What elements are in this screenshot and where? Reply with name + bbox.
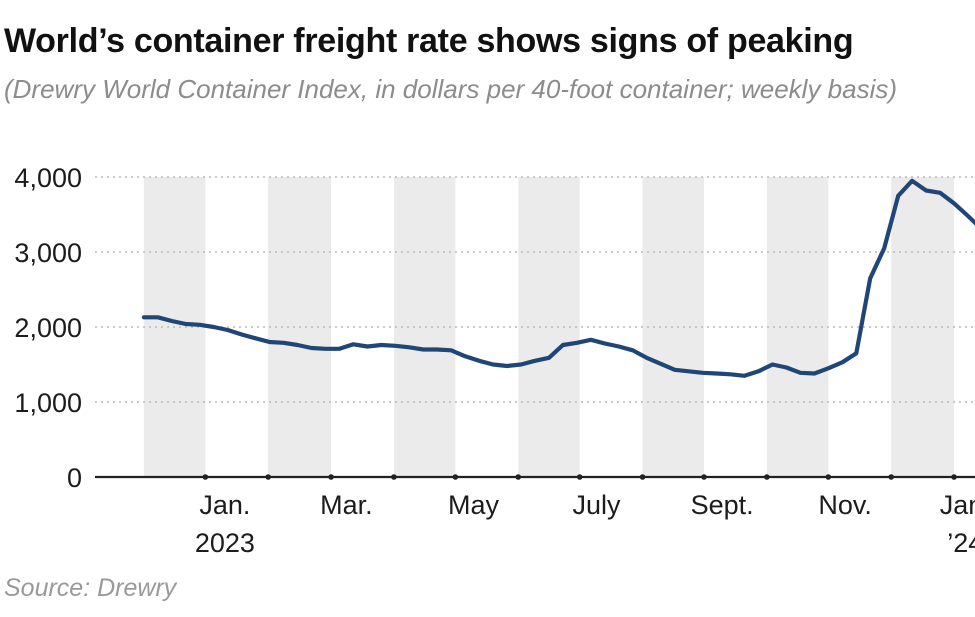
y-tick-label: 0 [67, 463, 82, 493]
series-layer [141, 178, 975, 378]
x-tick-mark [265, 474, 272, 480]
month-bands [143, 177, 955, 477]
x-tick-mark [639, 474, 646, 480]
x-tick-label-year: ’24 [947, 528, 975, 558]
x-tick-mark [888, 474, 894, 480]
x-tick-mark [701, 474, 707, 480]
y-tick-label: 4,000 [14, 163, 82, 193]
x-tick-mark [515, 474, 522, 480]
y-tick-label: 1,000 [14, 388, 82, 418]
source-note: Source: Drewry [4, 574, 177, 602]
y-axis-labels: 0 1,000 2,000 3,000 4,000 [14, 163, 82, 493]
x-tick-mark [328, 474, 334, 480]
chart-subtitle: (Drewry World Container Index, in dollar… [4, 74, 898, 104]
month-band [642, 177, 705, 477]
series-line [141, 178, 975, 378]
month-band [393, 177, 456, 477]
x-tick-label: July [572, 490, 621, 520]
x-tick-label: Jan. [940, 490, 975, 520]
x-tick-mark [951, 474, 957, 480]
x-axis [95, 474, 975, 480]
x-tick-label: Jan. [199, 490, 250, 520]
gridlines [95, 176, 975, 403]
x-tick-label: Sept. [691, 490, 754, 520]
x-tick-mark [452, 474, 459, 480]
y-tick-label: 2,000 [14, 313, 82, 343]
x-tick-mark [391, 474, 397, 480]
x-tick-label-year: 2023 [195, 528, 255, 558]
x-tick-mark [764, 474, 770, 480]
month-band [891, 177, 955, 477]
x-tick-mark [825, 474, 832, 480]
x-tick-label: May [448, 490, 500, 520]
x-tick-mark [202, 474, 209, 480]
chart-title: World’s container freight rate shows sig… [4, 22, 854, 60]
x-tick-label: Mar. [320, 490, 373, 520]
x-tick-mark [576, 474, 583, 480]
y-tick-label: 3,000 [14, 238, 82, 268]
x-tick-label: Nov. [818, 490, 872, 520]
